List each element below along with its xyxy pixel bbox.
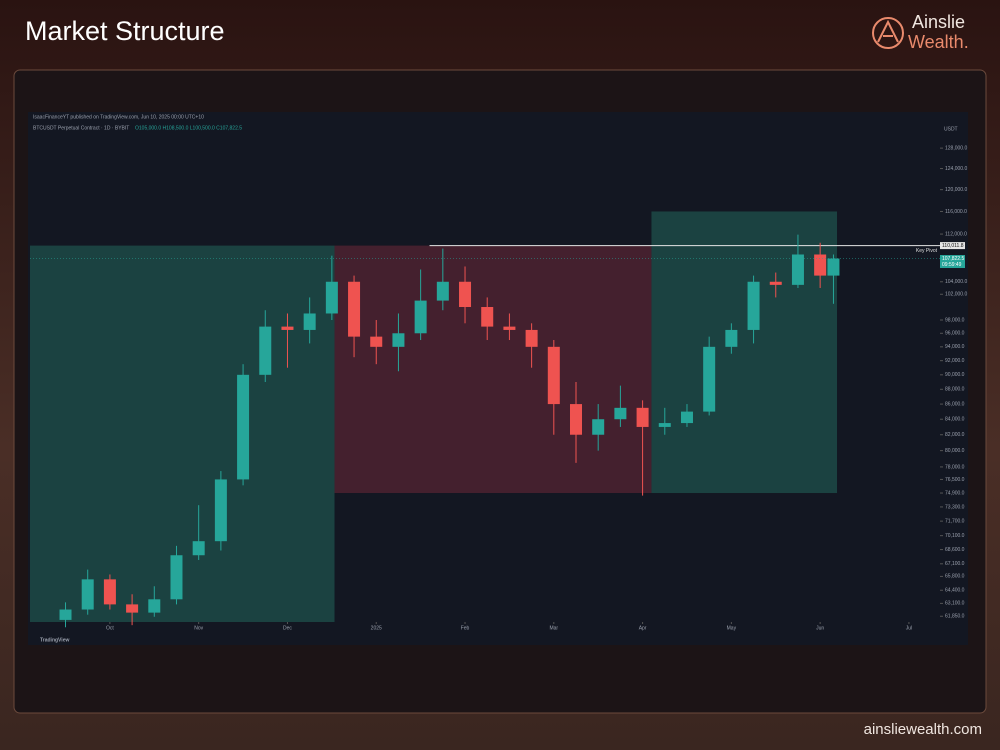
candle-body: [592, 419, 605, 435]
candle-body: [370, 336, 383, 347]
y-tick-label: 73,300.0: [945, 504, 965, 510]
watermark: TradingView: [40, 637, 69, 643]
logo-ring: [872, 17, 904, 49]
y-tick-label: 74,900.0: [945, 490, 965, 496]
y-tick-label: 90,000.0: [945, 372, 965, 378]
y-tick-label: 67,100.0: [945, 561, 965, 567]
candle-body: [281, 326, 294, 330]
candle-body: [547, 346, 560, 405]
publisher: IsaacFinanceYT published on TradingView.…: [33, 114, 204, 120]
logo-mark: [877, 19, 899, 43]
y-tick-label: 92,000.0: [945, 358, 965, 364]
x-tick-label: Jun: [816, 625, 824, 631]
brand-logo: Ainslie Wealth.: [872, 12, 969, 52]
candle-body: [525, 329, 538, 347]
zone: [334, 245, 652, 494]
countdown: 09:59:49: [942, 262, 962, 268]
candle-body: [769, 281, 782, 285]
y-tick-label: 124,000.0: [945, 166, 967, 172]
y-tick-label: 98,000.0: [945, 317, 965, 323]
candle-body: [747, 281, 760, 330]
y-tick-label: 86,000.0: [945, 401, 965, 407]
y-tick-label: 84,000.0: [945, 417, 965, 423]
brand-name: Ainslie: [912, 12, 965, 32]
candle-body: [614, 407, 627, 420]
candle-body: [570, 404, 582, 435]
last-price-box: [940, 255, 965, 269]
candle-body: [170, 555, 183, 600]
y-tick-label: 96,000.0: [945, 331, 965, 337]
candle-body: [237, 374, 250, 480]
x-tick-label: Jul: [906, 625, 912, 631]
y-tick-label: 61,850.0: [945, 614, 965, 620]
x-tick-label: Mar: [549, 625, 558, 631]
candle-body: [636, 407, 649, 427]
y-tick-label: 70,100.0: [945, 533, 965, 539]
ohlc: O105,000.0 H108,500.0 L100,500.0 C107,82…: [135, 125, 242, 131]
y-tick-label: 88,000.0: [945, 387, 965, 393]
y-tick-label: 102,000.0: [945, 292, 967, 298]
y-tick-label: 63,100.0: [945, 601, 965, 607]
candle-body: [103, 579, 116, 605]
candle-body: [126, 604, 139, 613]
x-tick-label: Feb: [461, 625, 470, 631]
candle-body: [59, 609, 72, 620]
zone: [651, 211, 838, 494]
candle-body: [436, 281, 449, 301]
candle-body: [81, 579, 94, 610]
y-tick-label: 68,600.0: [945, 547, 965, 553]
x-tick-label: Dec: [283, 625, 292, 631]
x-tick-label: May: [727, 625, 737, 631]
symbol: BTCUSDT Perpetual Contract · 1D · BYBIT: [33, 125, 129, 131]
y-tick-label: 71,700.0: [945, 518, 965, 524]
y-tick-label: 94,000.0: [945, 344, 965, 350]
y-tick-label: 65,800.0: [945, 574, 965, 580]
footer-url: ainsliewealth.com: [864, 721, 982, 738]
x-tick-label: Nov: [194, 625, 203, 631]
y-tick-label: 80,000.0: [945, 448, 965, 454]
x-tick-label: Oct: [106, 625, 114, 631]
key-pivot-label: Key Pivot: [916, 248, 938, 254]
plot: 128,000.0 124,000.0 120,000.0 116,000.0 112,…: [30, 145, 967, 631]
candle-body: [392, 333, 405, 347]
candle-body: [658, 423, 671, 427]
candle-body: [725, 329, 738, 347]
candle-body: [703, 346, 716, 412]
candle-body: [303, 313, 316, 330]
candle-body: [148, 599, 161, 613]
candle-body: [680, 411, 693, 424]
y-tick-label: 104,000.0: [945, 279, 967, 285]
candle-body: [325, 281, 338, 314]
candle-body: [459, 281, 472, 308]
pivot-price: 110,011.8: [942, 243, 964, 249]
x-tick-label: Apr: [639, 625, 647, 631]
brand-name: Wealth.: [908, 32, 969, 52]
candle-body: [348, 281, 361, 337]
slide-title: Market Structure: [25, 16, 225, 46]
candle-body: [414, 300, 427, 334]
candle-body: [503, 326, 516, 330]
y-tick-label: 64,400.0: [945, 588, 965, 594]
y-tick-label: 78,000.0: [945, 464, 965, 470]
candle-body: [791, 254, 804, 285]
y-tick-label: 116,000.0: [945, 209, 967, 215]
candle-body: [214, 479, 227, 542]
candle-body: [814, 254, 827, 276]
y-tick-label: 112,000.0: [945, 231, 967, 237]
candle-body: [192, 541, 205, 556]
y-tick-label: 82,000.0: [945, 432, 965, 438]
candle-body: [827, 258, 840, 276]
pivot-price-box: [940, 242, 965, 250]
x-tick-label: 2025: [371, 625, 382, 631]
y-tick-label: 76,500.0: [945, 477, 965, 483]
candle-body: [481, 307, 494, 327]
last-price: 107,822.5: [942, 256, 964, 262]
y-tick-label: 120,000.0: [945, 187, 967, 193]
y-tick-label: 128,000.0: [945, 145, 967, 151]
candle-body: [259, 326, 272, 375]
currency: USDT: [944, 126, 958, 132]
